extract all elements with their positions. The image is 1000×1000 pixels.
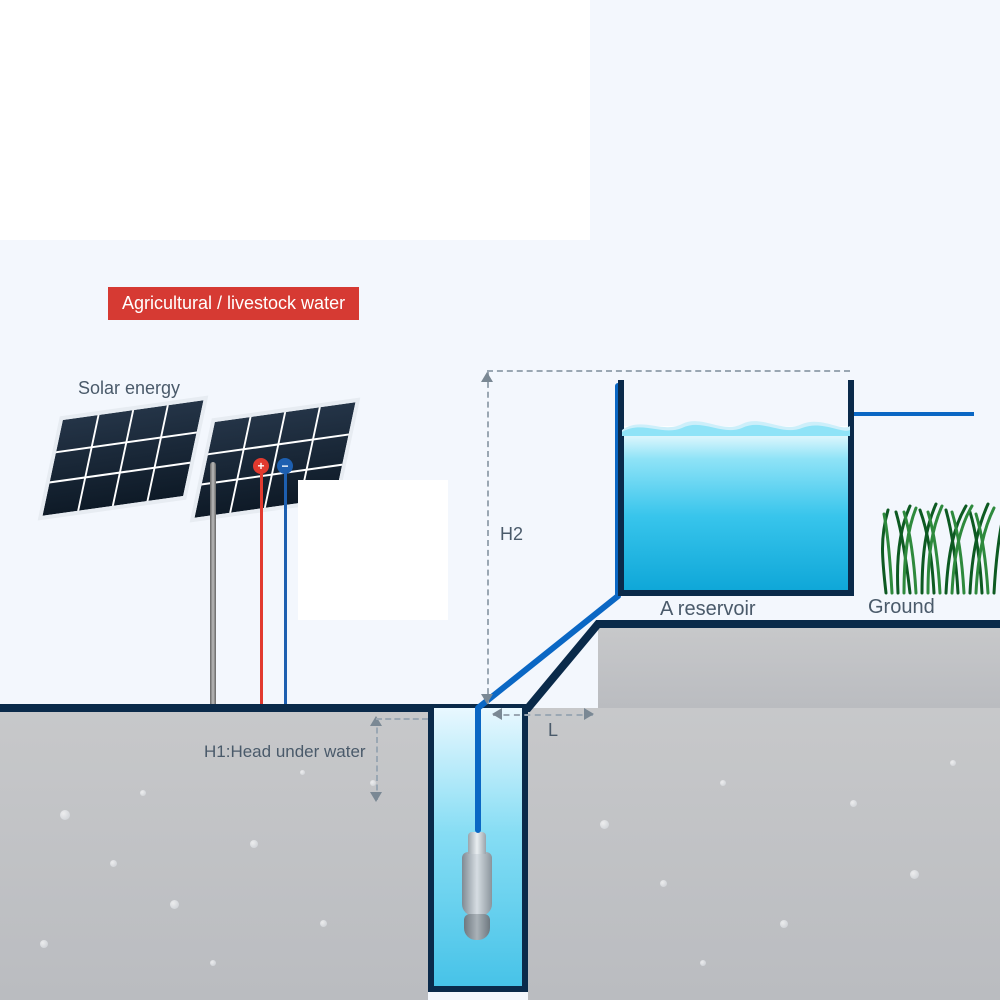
polarity-minus-icon: − xyxy=(277,458,293,474)
dim-l-arrow-left-icon xyxy=(492,708,502,720)
dim-l-label: L xyxy=(548,720,558,741)
reservoir xyxy=(618,380,854,596)
title-badge: Agricultural / livestock water xyxy=(108,287,359,320)
solar-label: Solar energy xyxy=(78,378,180,399)
dim-h1-arrow-down-icon xyxy=(370,792,382,802)
wire-positive xyxy=(260,472,263,708)
product-pump-1 xyxy=(690,0,1000,228)
dim-h1-top-dash xyxy=(376,718,428,720)
dim-h2-label: H2 xyxy=(500,524,523,545)
well-cable xyxy=(476,712,480,834)
dim-h2-arrow-up-icon xyxy=(481,372,493,382)
grass-icon xyxy=(876,498,1000,598)
ground-label: Ground xyxy=(868,596,935,619)
dim-h2-line xyxy=(487,372,489,704)
submersible-pump-icon xyxy=(462,852,492,916)
product-pump-2 xyxy=(836,228,1000,501)
ground-raised xyxy=(598,628,1000,708)
ground-step-svg xyxy=(428,596,628,716)
ground-right xyxy=(528,708,1000,1000)
reservoir-label: A reservoir xyxy=(660,598,756,621)
dim-l-line xyxy=(493,714,593,716)
dim-h2-arrow-down-icon xyxy=(481,694,493,704)
solar-panel-left xyxy=(38,396,209,521)
wire-negative xyxy=(284,472,287,708)
controller-patch xyxy=(298,480,448,620)
dim-top-dash xyxy=(487,370,850,372)
header-white-patch xyxy=(0,0,590,240)
dim-h1-line xyxy=(376,718,378,800)
solar-pole xyxy=(210,462,216,712)
dim-l-arrow-right-icon xyxy=(584,708,594,720)
diagram-root: Agricultural / livestock water Solar ene… xyxy=(0,0,1000,1000)
reservoir-outlet-pipe xyxy=(854,412,974,416)
polarity-plus-icon: + xyxy=(253,458,269,474)
dim-h1-label: H1:Head under water xyxy=(204,742,366,762)
ground-line-left xyxy=(0,704,428,712)
